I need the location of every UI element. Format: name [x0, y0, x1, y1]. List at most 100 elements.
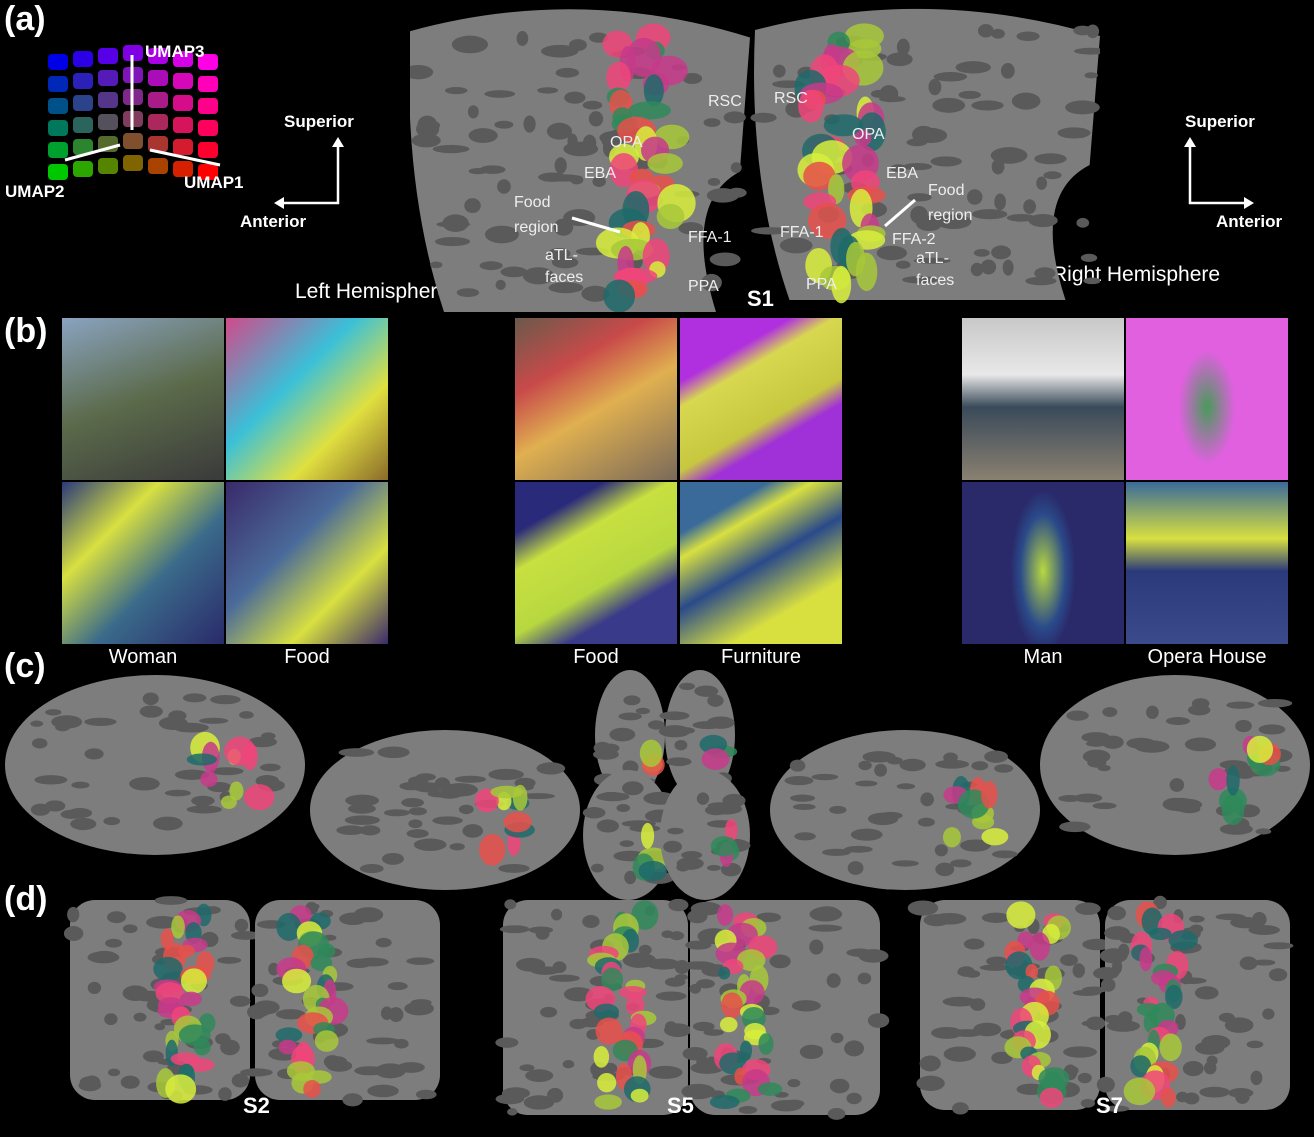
sulcus [791, 1000, 821, 1012]
arrow-food-region-left [571, 216, 621, 234]
activation-patch [619, 986, 647, 999]
sulcus [554, 157, 567, 174]
sulcus [1092, 802, 1117, 810]
activation-patch [318, 943, 336, 959]
sulcus [1104, 1105, 1130, 1112]
sulcus [408, 776, 429, 786]
cube-cell [173, 117, 193, 133]
sulcus [826, 973, 841, 988]
activation-patch [1226, 765, 1240, 796]
sulcus [516, 31, 529, 46]
activation-patch [165, 1074, 197, 1104]
sulcus [750, 112, 777, 123]
sulcus [168, 710, 187, 722]
activation-patch [180, 968, 207, 994]
sulcus [467, 105, 479, 119]
sulcus [648, 720, 665, 730]
sulcus [191, 795, 215, 806]
sulcus [417, 115, 438, 134]
sulcus [582, 914, 600, 929]
sulcus [381, 852, 404, 865]
activation-patch [721, 992, 743, 1019]
sulcus [1073, 47, 1100, 55]
sulcus [799, 1044, 824, 1060]
sulcus [1034, 267, 1056, 280]
sulcus [1167, 797, 1196, 812]
sulcus [182, 693, 207, 703]
sulcus [980, 259, 997, 275]
sulcus [1023, 199, 1036, 214]
sulcus [540, 1006, 558, 1018]
sulcus [415, 1089, 437, 1100]
sulcus [1075, 902, 1101, 915]
activation-patch [479, 833, 506, 866]
sulcus [681, 1083, 716, 1100]
sulcus [703, 1029, 724, 1036]
sulcus [30, 803, 51, 816]
sulcus [547, 174, 583, 182]
sulcus [239, 711, 254, 719]
activation-patch [171, 915, 185, 939]
sulcus [1080, 253, 1098, 262]
sulcus [981, 912, 1011, 923]
caption-furniture: Furniture [720, 646, 802, 668]
activation-patch [719, 1017, 738, 1033]
feature-map-image [515, 482, 677, 644]
sulcus [449, 843, 465, 851]
activation-patch [1221, 793, 1245, 826]
sulcus [454, 775, 487, 783]
activation-patch [1025, 964, 1039, 980]
sulcus [862, 751, 896, 763]
sulcus [30, 720, 44, 727]
feature-map-image [1126, 318, 1288, 480]
sulcus [664, 1021, 678, 1033]
sulcus [1215, 913, 1246, 921]
umap2-arrow [64, 143, 121, 162]
sulcus [858, 760, 872, 771]
sulcus [1083, 277, 1100, 285]
sulcus [432, 816, 463, 825]
sulcus [497, 179, 511, 194]
sulcus [773, 64, 786, 78]
activation-patch [595, 1017, 623, 1045]
sulcus [600, 791, 622, 800]
sulcus [723, 111, 746, 124]
arrow-food-region-right [884, 198, 916, 228]
sulcus [537, 87, 559, 94]
sulcus [1226, 701, 1255, 709]
sulcus [648, 1065, 683, 1079]
s1-flatmaps [410, 8, 1100, 312]
sulcus [591, 863, 604, 873]
sulcus [1255, 828, 1272, 835]
sulcus [679, 682, 696, 691]
sulcus [846, 1092, 862, 1105]
activation-patch [303, 1080, 321, 1098]
sulcus [970, 262, 984, 277]
activation-patch [1165, 984, 1183, 1009]
sulcus [60, 809, 83, 819]
umap3-label: UMAP3 [145, 42, 205, 61]
activation-patch [803, 161, 836, 191]
sulcus [479, 165, 506, 174]
sulcus [682, 1046, 708, 1061]
sulcus [858, 949, 889, 963]
activation-patch [220, 795, 237, 809]
flatmap-hemisphere [410, 9, 750, 312]
sulcus [67, 906, 80, 923]
sulcus [984, 750, 1008, 763]
sulcus [548, 282, 584, 294]
sulcus [1146, 705, 1159, 719]
sulcus [406, 829, 429, 838]
cube-cell [148, 70, 168, 86]
sulcus [930, 156, 962, 167]
sulcus [397, 1062, 425, 1073]
sulcus [991, 1051, 1013, 1064]
sulcus [70, 817, 97, 831]
sulcus [979, 964, 1011, 971]
caption-food: Food [284, 646, 330, 668]
activation-patch [630, 1088, 649, 1103]
sulcus [970, 998, 986, 1011]
sulcus [1006, 213, 1037, 222]
sulcus [408, 819, 423, 829]
sulcus [844, 845, 873, 853]
